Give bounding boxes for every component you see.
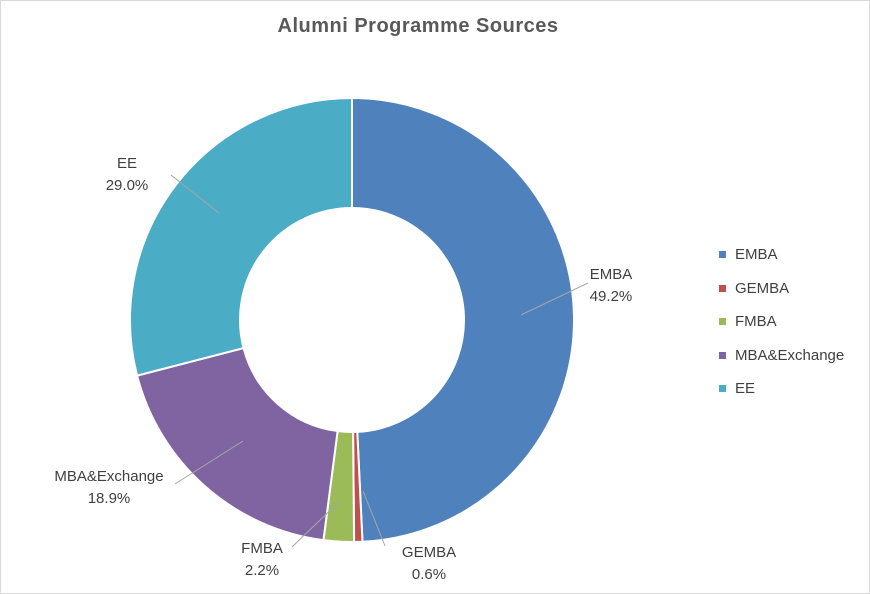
legend-swatch-emba: [719, 251, 726, 258]
leader-line-ee: [170, 174, 220, 214]
data-label-value-emba: 49.2%: [590, 288, 633, 305]
chart-title: Alumni Programme Sources: [277, 15, 559, 37]
legend-item-mba-exchange: MBA&Exchange: [719, 346, 844, 380]
legend-label-emba: EMBA: [735, 246, 778, 263]
legend: EMBA GEMBA FMBA MBA&Exchange EE: [719, 245, 844, 413]
legend-swatch-ee: [719, 385, 726, 392]
legend-item-emba: EMBA: [719, 245, 844, 279]
legend-label-gemba: GEMBA: [735, 279, 790, 297]
leader-line-fmba: [291, 500, 341, 548]
legend-label-mba-exchange: MBA&Exchange: [735, 346, 845, 364]
legend-swatch-fmba: [719, 318, 726, 325]
leader-line-emba: [520, 282, 589, 316]
data-label-value-mba-exchange: 18.9%: [88, 490, 131, 507]
legend-label-ee: EE: [735, 380, 756, 397]
leader-line-gemba: [362, 490, 386, 547]
legend-item-gemba: GEMBA: [719, 279, 844, 313]
data-label-name-fmba: FMBA: [241, 540, 283, 557]
legend-item-ee: EE: [719, 379, 844, 413]
legend-swatch-mba-exchange: [719, 351, 726, 359]
data-label-value-ee: 29.0%: [106, 177, 149, 194]
legend-swatch-gemba: [719, 284, 726, 292]
data-label-value-gemba: 0.6%: [412, 566, 446, 583]
legend-item-fmba: FMBA: [719, 312, 844, 346]
slice-emba: [351, 96, 575, 543]
data-label-value-fmba: 2.2%: [245, 562, 279, 579]
data-label-name-emba: EMBA: [590, 266, 633, 283]
data-label-name-mba-exchange: MBA&Exchange: [54, 468, 163, 485]
slice-ee: [129, 96, 353, 377]
data-label-name-ee: EE: [117, 155, 137, 172]
leader-line-mba-exchange: [174, 440, 244, 485]
data-label-name-gemba: GEMBA: [402, 544, 456, 561]
legend-label-fmba: FMBA: [735, 313, 777, 330]
